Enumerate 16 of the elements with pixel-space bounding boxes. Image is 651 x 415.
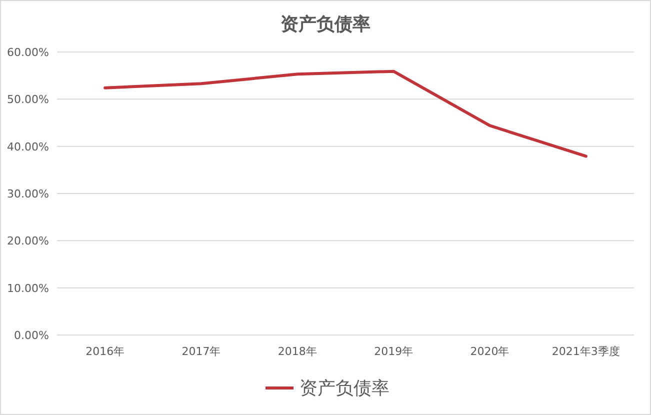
legend: 资产负债率 <box>266 378 390 399</box>
y-tick-label: 30.00% <box>7 188 49 200</box>
y-tick-label: 50.00% <box>7 93 49 106</box>
legend-label: 资产负债率 <box>300 378 390 399</box>
x-tick-label: 2017年 <box>182 345 221 358</box>
y-tick-label: 10.00% <box>7 282 49 295</box>
x-tick-label: 2021年3季度 <box>552 345 620 358</box>
x-tick-label: 2018年 <box>278 345 317 358</box>
x-tick-label: 2016年 <box>86 345 125 358</box>
y-tick-label: 40.00% <box>7 140 49 154</box>
y-tick-label: 20.00% <box>7 234 49 248</box>
chart-title: 资产负债率 <box>280 14 370 35</box>
y-tick-label: 60.00% <box>7 46 49 59</box>
y-tick-label: 0.00% <box>14 329 49 342</box>
x-tick-label: 2020年 <box>470 345 510 358</box>
x-tick-label: 2019年 <box>374 345 414 358</box>
